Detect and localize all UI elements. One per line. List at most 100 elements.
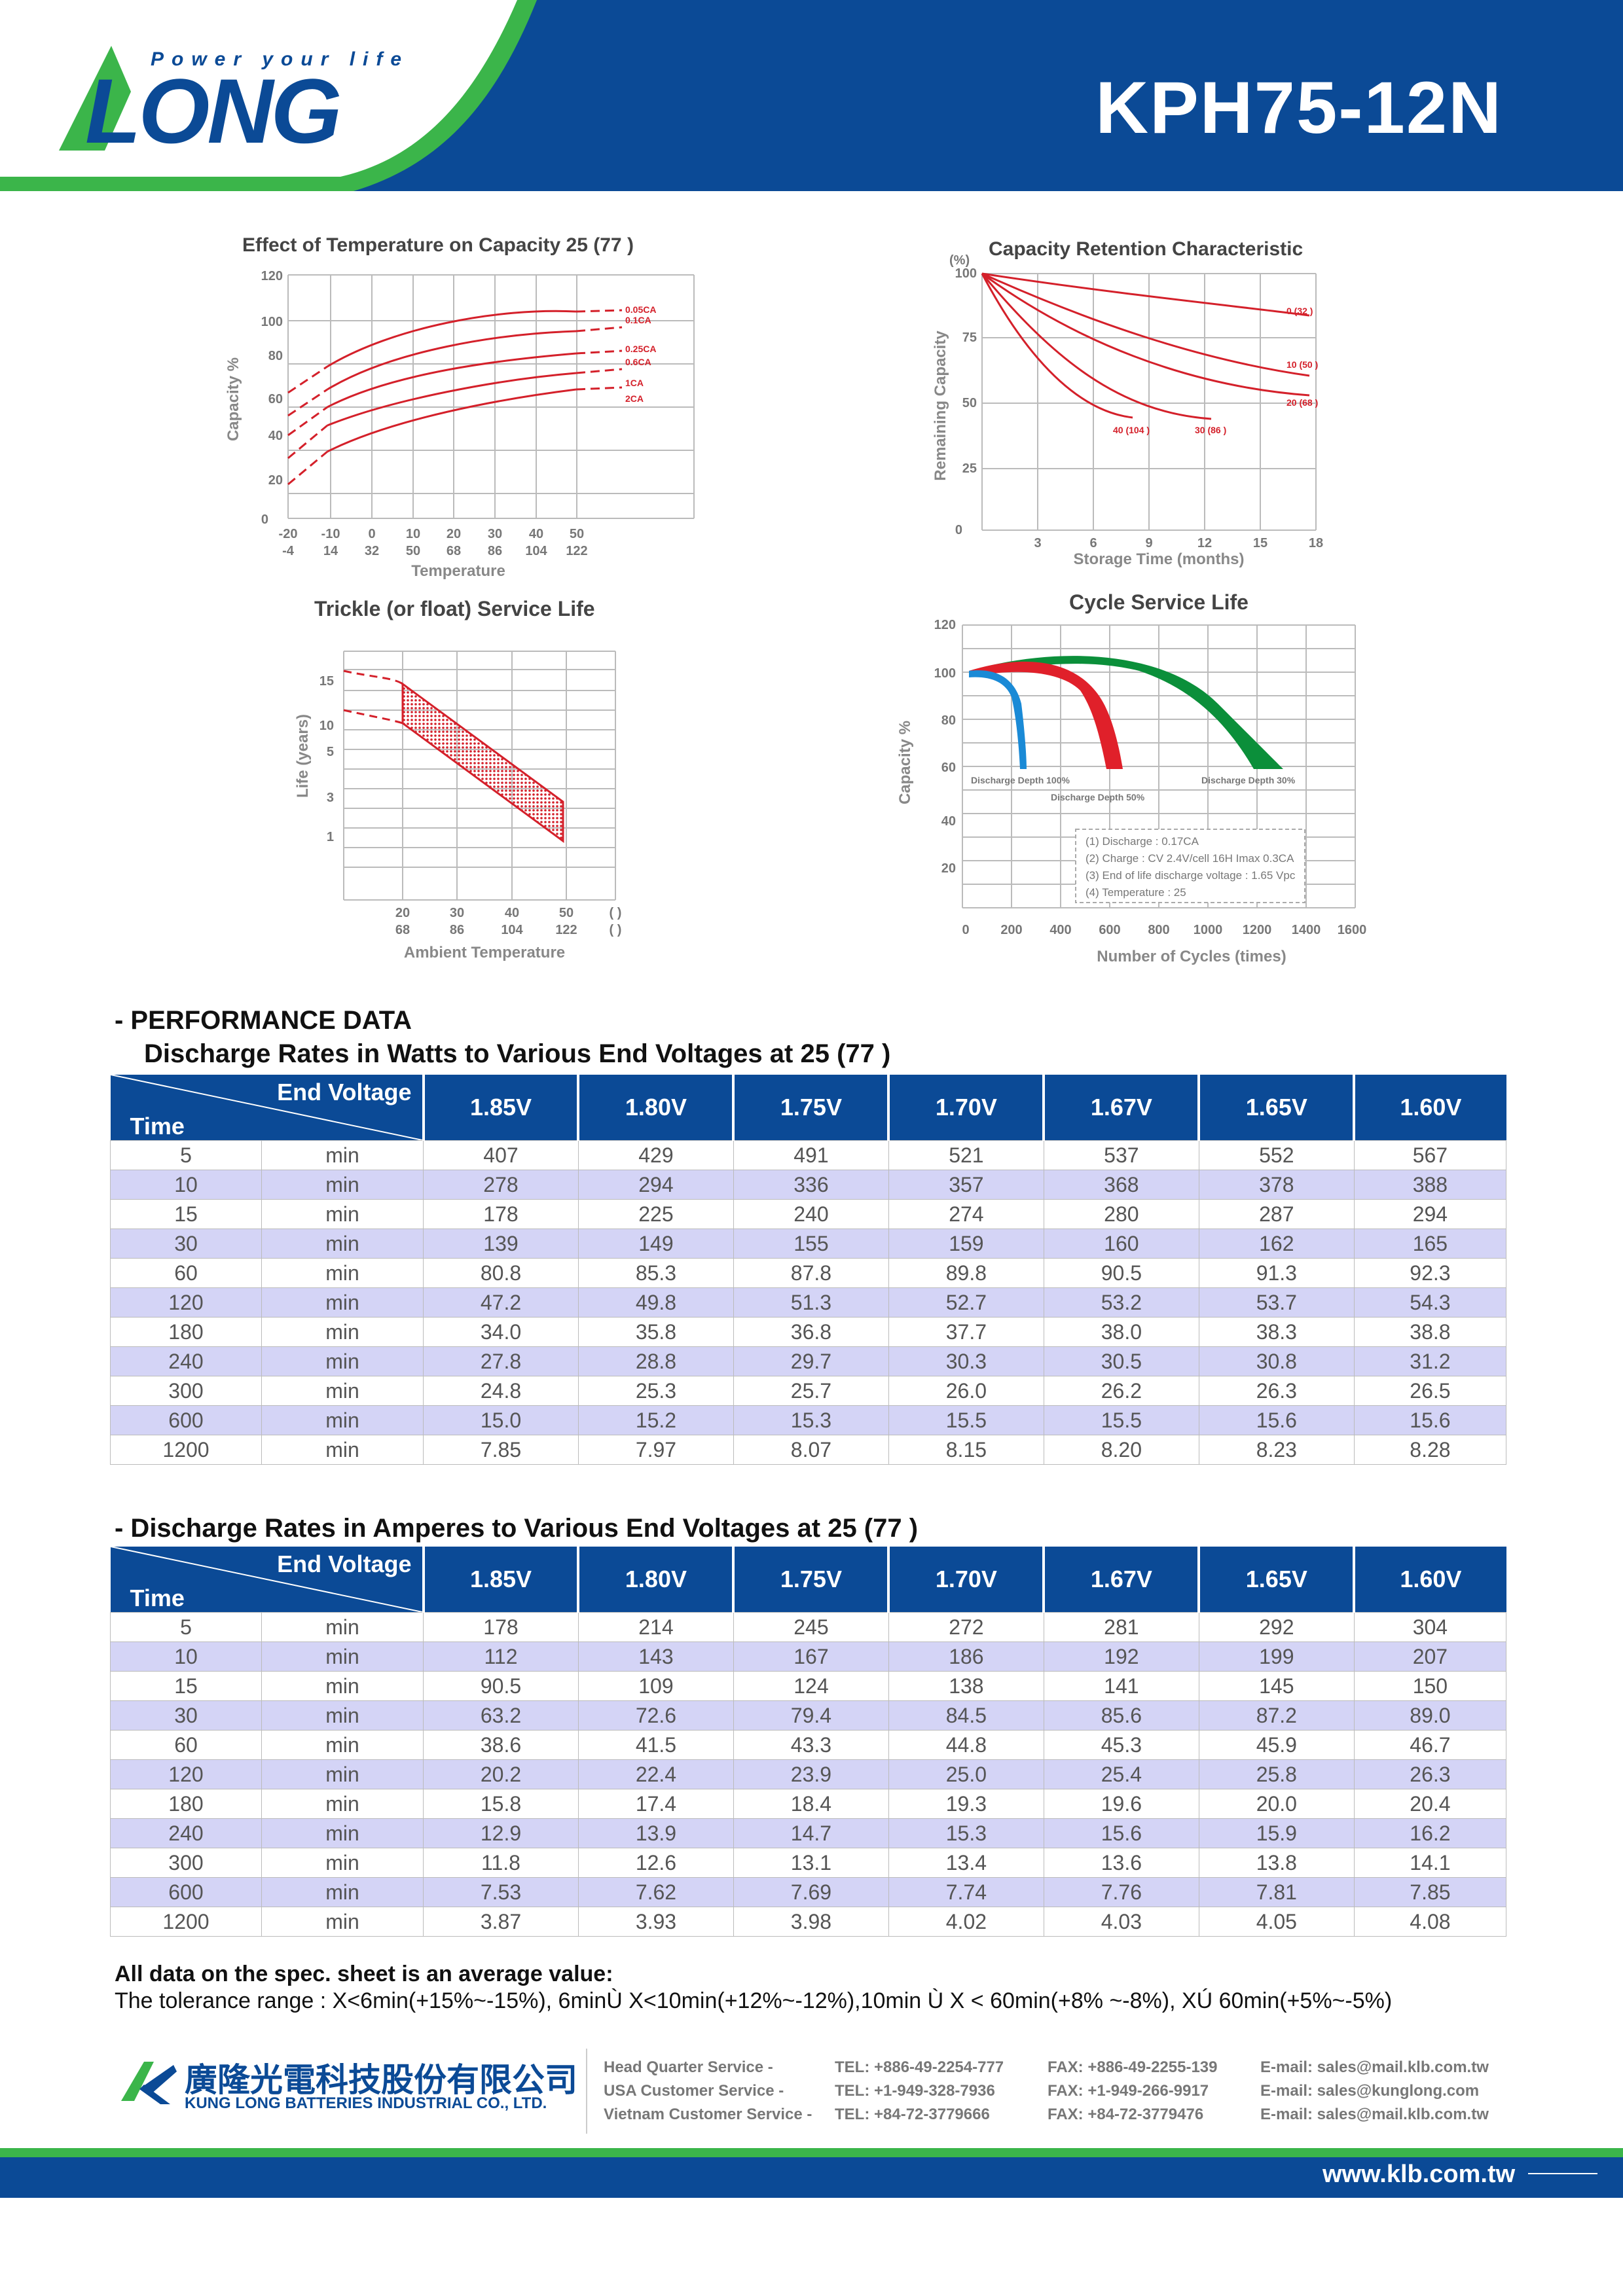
value-cell: 7.97	[577, 1435, 734, 1465]
value-cell: 11.8	[423, 1848, 579, 1878]
value-cell: 30.8	[1198, 1346, 1355, 1376]
voltage-header: 1.70V	[887, 1075, 1044, 1141]
contact-fax: FAX: +84-72-3779476	[1048, 2106, 1204, 2123]
value-cell: 38.3	[1198, 1317, 1355, 1347]
value-cell: 186	[888, 1641, 1044, 1672]
svg-text:104: 104	[501, 923, 523, 937]
value-cell: 72.6	[577, 1700, 734, 1731]
value-cell: 8.20	[1043, 1435, 1199, 1465]
table-row: 60 min 80.8 85.3 87.8 89.8 90.5 91.3 92.3	[110, 1258, 1507, 1288]
svg-text:Discharge Depth 50%: Discharge Depth 50%	[1051, 792, 1145, 802]
voltage-header: 1.67V	[1042, 1075, 1199, 1141]
svg-text:15: 15	[1253, 536, 1267, 550]
value-cell: 8.28	[1353, 1435, 1507, 1465]
value-cell: 26.3	[1353, 1759, 1507, 1789]
svg-text:Storage Time (months): Storage Time (months)	[1074, 550, 1245, 568]
voltage-header: 1.60V	[1353, 1547, 1506, 1613]
unit-cell: min	[261, 1730, 424, 1760]
value-cell: 25.4	[1043, 1759, 1199, 1789]
value-cell: 4.08	[1353, 1907, 1507, 1937]
contact-label: Head Quarter Service -	[604, 2058, 773, 2076]
company-name-cn: 廣隆光電科技股份有限公司	[185, 2061, 577, 2099]
voltage-header: 1.85V	[422, 1075, 579, 1141]
svg-text:20: 20	[941, 861, 956, 876]
svg-text:60: 60	[268, 392, 283, 406]
contact-email[interactable]: E-mail: sales@mail.klb.com.tw	[1260, 2106, 1489, 2123]
contact-tel[interactable]: TEL: +886-49-2254-777	[835, 2058, 1004, 2076]
footer-green-band	[0, 2148, 1623, 2157]
contact-email[interactable]: E-mail: sales@mail.klb.com.tw	[1260, 2058, 1489, 2076]
svg-text:-20: -20	[279, 527, 298, 541]
value-cell: 8.15	[888, 1435, 1044, 1465]
svg-text:100: 100	[934, 666, 956, 681]
svg-text:9: 9	[1145, 536, 1152, 550]
value-cell: 145	[1198, 1671, 1355, 1701]
value-cell: 357	[888, 1170, 1044, 1200]
svg-text:0: 0	[368, 527, 375, 541]
value-cell: 38.0	[1043, 1317, 1199, 1347]
svg-text:6: 6	[1089, 536, 1097, 550]
value-cell: 14.7	[733, 1818, 889, 1848]
contact-email[interactable]: E-mail: sales@kunglong.com	[1260, 2082, 1480, 2100]
value-cell: 28.8	[577, 1346, 734, 1376]
value-cell: 155	[733, 1229, 889, 1259]
value-cell: 31.2	[1353, 1346, 1507, 1376]
unit-cell: min	[261, 1759, 424, 1789]
value-cell: 165	[1353, 1229, 1507, 1259]
svg-text:Trickle (or float) Service Lif: Trickle (or float) Service Life	[314, 597, 595, 620]
svg-text:30: 30	[450, 906, 464, 920]
value-cell: 80.8	[423, 1258, 579, 1288]
svg-text:14: 14	[323, 544, 338, 558]
amps-table-title: - Discharge Rates in Amperes to Various …	[115, 1514, 919, 1543]
svg-text:0: 0	[962, 923, 969, 937]
value-cell: 7.74	[888, 1877, 1044, 1907]
value-cell: 537	[1043, 1140, 1199, 1170]
svg-text:12: 12	[1197, 536, 1212, 550]
value-cell: 3.87	[423, 1907, 579, 1937]
svg-text:30 (86 ): 30 (86 )	[1195, 425, 1226, 435]
contact-tel[interactable]: TEL: +1-949-328-7936	[835, 2082, 995, 2100]
website-link[interactable]: www.klb.com.tw	[1309, 2161, 1529, 2189]
table-row: 5 min 178 214 245 272 281 292 304	[110, 1612, 1507, 1642]
value-cell: 294	[577, 1170, 734, 1200]
time-cell: 240	[110, 1818, 262, 1848]
svg-text:Capacity %: Capacity %	[896, 721, 914, 804]
table-row: 300 min 11.8 12.6 13.1 13.4 13.6 13.8 14.1	[110, 1848, 1507, 1878]
value-cell: 89.0	[1353, 1700, 1507, 1731]
value-cell: 15.0	[423, 1405, 579, 1435]
value-cell: 294	[1353, 1199, 1507, 1229]
value-cell: 43.3	[733, 1730, 889, 1760]
voltage-header: 1.80V	[577, 1075, 734, 1141]
contact-tel[interactable]: TEL: +84-72-3779666	[835, 2106, 990, 2123]
value-cell: 378	[1198, 1170, 1355, 1200]
voltage-header: 1.67V	[1042, 1547, 1199, 1613]
value-cell: 143	[577, 1641, 734, 1672]
value-cell: 7.81	[1198, 1877, 1355, 1907]
value-cell: 87.2	[1198, 1700, 1355, 1731]
end-voltage-label: End Voltage	[277, 1551, 412, 1577]
table-row: 5 min 407 429 491 521 537 552 567	[110, 1140, 1507, 1170]
svg-text:(3) End of life discharge volt: (3) End of life discharge voltage : 1.65…	[1085, 869, 1296, 882]
chart-title: Effect of Temperature on Capacity 25 (77…	[242, 234, 634, 256]
value-cell: 112	[423, 1641, 579, 1672]
svg-text:(1) Discharge : 0.17CA: (1) Discharge : 0.17CA	[1085, 835, 1199, 848]
unit-cell: min	[261, 1818, 424, 1848]
time-cell: 120	[110, 1287, 262, 1318]
value-cell: 7.85	[1353, 1877, 1507, 1907]
svg-text:50: 50	[406, 544, 420, 558]
svg-text:200: 200	[1000, 923, 1022, 937]
svg-text:( ): ( )	[610, 923, 622, 937]
capacity-retention-chart: Capacity Retention Characteristic (%) 0 …	[923, 229, 1368, 569]
voltage-header: 1.60V	[1353, 1075, 1506, 1141]
time-cell: 1200	[110, 1435, 262, 1465]
value-cell: 15.3	[733, 1405, 889, 1435]
table-row: 15 min 90.5 109 124 138 141 145 150	[110, 1671, 1507, 1701]
value-cell: 90.5	[1043, 1258, 1199, 1288]
value-cell: 85.6	[1043, 1700, 1199, 1731]
value-cell: 12.6	[577, 1848, 734, 1878]
value-cell: 167	[733, 1641, 889, 1672]
value-cell: 15.6	[1353, 1405, 1507, 1435]
value-cell: 192	[1043, 1641, 1199, 1672]
value-cell: 26.0	[888, 1376, 1044, 1406]
amps-discharge-table: End Voltage Time 1.85V 1.80V 1.75V 1.70V…	[110, 1547, 1507, 1937]
